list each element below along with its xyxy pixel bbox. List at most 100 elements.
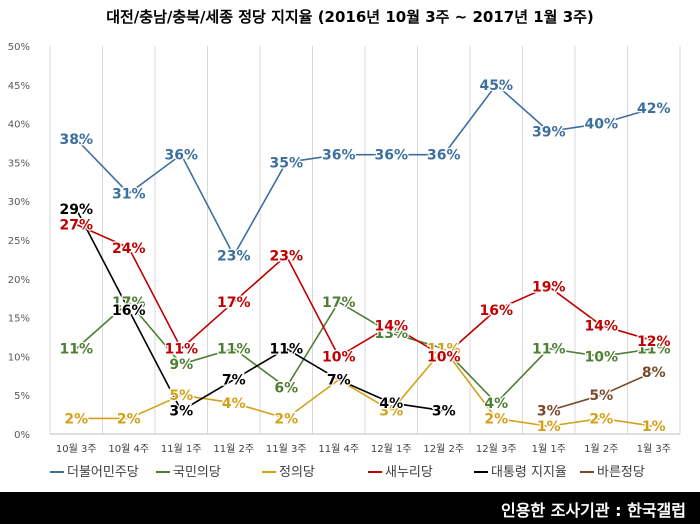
y-axis: 0% 5% 10% 15% 20% 25% 30% 35% 40% 45% 50% xyxy=(8,42,30,441)
source-text: 인용한 조사기관 : 한국갤럽 xyxy=(500,501,686,520)
data-label: 11% xyxy=(532,342,566,358)
data-label: 12% xyxy=(637,334,671,350)
series-lines xyxy=(75,83,655,428)
x-tick-label: 10월 4주 xyxy=(108,443,149,455)
data-label: 7% xyxy=(222,373,246,389)
data-label: 7% xyxy=(327,373,351,389)
x-tick-label: 11월 2주 xyxy=(213,443,254,455)
data-label: 42% xyxy=(637,101,671,117)
data-label: 27% xyxy=(59,217,93,233)
x-tick-label: 11월 3주 xyxy=(266,443,307,455)
data-label: 4% xyxy=(222,396,246,412)
data-label: 38% xyxy=(59,132,93,148)
data-label: 10% xyxy=(322,349,356,365)
x-tick-label: 12월 1주 xyxy=(371,443,412,455)
y-tick-label: 0% xyxy=(14,430,30,441)
data-label: 14% xyxy=(584,318,618,334)
data-label: 40% xyxy=(584,117,618,133)
legend-label: 국민의당 xyxy=(173,465,221,480)
footer-bar xyxy=(0,492,700,524)
series-line xyxy=(75,300,654,405)
y-tick-label: 40% xyxy=(8,120,30,131)
x-tick-label: 11월 4주 xyxy=(318,443,359,455)
data-label: 45% xyxy=(479,78,513,94)
chart-title: 대전/충남/충북/세종 정당 지지율 (2016년 10월 3주 ~ 2017년… xyxy=(106,8,594,26)
data-label: 6% xyxy=(274,380,298,396)
data-label: 2% xyxy=(274,411,298,427)
series-line xyxy=(76,347,654,428)
data-label: 2% xyxy=(64,411,88,427)
data-label: 16% xyxy=(479,303,513,319)
x-tick-label: 1월 1주 xyxy=(532,443,566,455)
data-label: 14% xyxy=(374,318,408,334)
y-tick-label: 25% xyxy=(8,236,30,247)
y-tick-label: 35% xyxy=(8,158,30,169)
data-label: 10% xyxy=(427,349,461,365)
y-tick-label: 15% xyxy=(8,314,30,325)
x-tick-label: 11월 1주 xyxy=(161,443,202,455)
y-tick-label: 10% xyxy=(8,352,30,363)
grid xyxy=(49,46,681,435)
legend-label: 정의당 xyxy=(279,465,315,480)
data-label: 35% xyxy=(269,155,303,171)
data-label: 11% xyxy=(164,342,198,358)
legend-label: 바른정당 xyxy=(597,465,645,480)
data-label: 2% xyxy=(117,411,141,427)
data-label: 17% xyxy=(112,295,146,311)
data-label: 17% xyxy=(322,295,356,311)
data-label: 39% xyxy=(532,124,566,140)
data-label: 1% xyxy=(537,419,561,435)
data-label: 2% xyxy=(484,411,508,427)
data-label: 19% xyxy=(532,280,566,296)
data-label: 16% xyxy=(112,303,146,319)
data-label: 4% xyxy=(484,396,508,412)
data-label: 17% xyxy=(217,295,251,311)
data-labels: 38%31%36%23%35% 36% 36% 36%45%39% 40%42%11%1… xyxy=(58,77,672,437)
series-line xyxy=(548,371,655,412)
x-tick-label: 10월 3주 xyxy=(56,443,97,455)
series-line xyxy=(75,208,444,412)
series-line xyxy=(75,223,654,358)
y-tick-label: 30% xyxy=(8,197,30,208)
legend: 더불어민주당 국민의당 정의당 새누리당 대통령 지지율 바른정당 xyxy=(50,465,645,480)
x-tick-label: 1월 3주 xyxy=(637,443,671,455)
data-label: 36% xyxy=(427,148,461,164)
data-label: 29% xyxy=(59,202,93,218)
data-label: 11% xyxy=(637,342,671,358)
legend-label: 더불어민주당 xyxy=(67,465,139,480)
series-line xyxy=(75,83,654,258)
data-label: 4% xyxy=(379,396,403,412)
data-label: 36% xyxy=(164,148,198,164)
data-label: 31% xyxy=(112,186,146,202)
data-label: 13% xyxy=(374,326,408,342)
data-label: 3% xyxy=(537,404,561,420)
data-label: 11% xyxy=(217,342,251,358)
y-tick-label: 5% xyxy=(14,391,30,402)
x-tick-label: 12월 2주 xyxy=(423,443,464,455)
data-label: 24% xyxy=(112,241,146,257)
data-label: 3% xyxy=(432,404,456,420)
data-label: 5% xyxy=(589,388,613,404)
data-label: 2% xyxy=(589,411,613,427)
y-tick-label: 50% xyxy=(8,42,30,53)
x-axis: 10월 3주 10월 4주 11월 1주 11월 2주 11월 3주 11월 4주 12월 … xyxy=(56,443,671,455)
y-tick-label: 20% xyxy=(8,275,30,286)
data-label: 11% xyxy=(269,342,303,358)
data-label: 10% xyxy=(584,349,618,365)
data-label: 36% xyxy=(374,148,408,164)
data-label: 11% xyxy=(427,342,461,358)
data-label: 36% xyxy=(322,148,356,164)
data-label: 3% xyxy=(169,404,193,420)
y-tick-label: 45% xyxy=(8,81,30,92)
data-label: 11% xyxy=(59,342,93,358)
data-label: 23% xyxy=(269,249,303,265)
x-tick-label: 12월 3주 xyxy=(476,443,517,455)
data-label: 8% xyxy=(642,365,666,381)
data-label: 1% xyxy=(642,419,666,435)
data-label: 3% xyxy=(379,404,403,420)
data-label: 23% xyxy=(217,249,251,265)
data-label: 9% xyxy=(169,357,193,373)
x-tick-label: 1월 2주 xyxy=(584,443,618,455)
